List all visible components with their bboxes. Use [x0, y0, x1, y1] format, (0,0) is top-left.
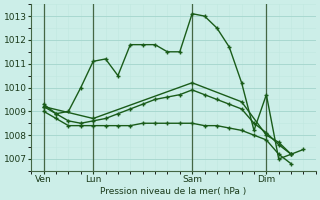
X-axis label: Pression niveau de la mer( hPa ): Pression niveau de la mer( hPa )	[100, 187, 247, 196]
